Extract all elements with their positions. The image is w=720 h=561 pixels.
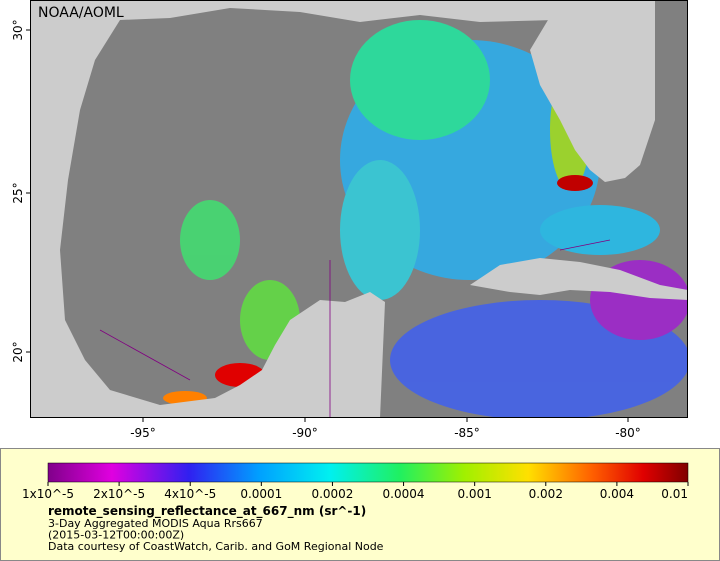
colorbar-label: 0.001 xyxy=(457,487,491,501)
map-credit: NOAA/AOML xyxy=(38,5,124,21)
colorbar-label: 0.0002 xyxy=(311,487,353,501)
axis-ticks: 30° 25° 20° -95° -90° -85° -80° xyxy=(11,19,641,440)
colorbar-label: 0.002 xyxy=(529,487,563,501)
caption-line: (2015-03-12T00:00:00Z) xyxy=(48,529,184,542)
colorbar-label: 0.0004 xyxy=(383,487,425,501)
land xyxy=(290,292,385,418)
colorbar-label: 2x10^-5 xyxy=(93,487,145,501)
caption: 3-Day Aggregated MODIS Aqua Rrs667(2015-… xyxy=(48,517,384,553)
colorbar-label: 1x10^-5 xyxy=(22,487,74,501)
colorbar-label: 0.01 xyxy=(661,487,688,501)
colorbar-label: 0.0001 xyxy=(240,487,282,501)
land xyxy=(530,0,655,182)
caption-line: Data courtesy of CoastWatch, Carib. and … xyxy=(48,540,384,553)
high-reflectance xyxy=(557,175,593,191)
lat-label: 25° xyxy=(11,182,25,203)
land xyxy=(30,0,560,418)
lon-label: -85° xyxy=(454,426,480,440)
lat-label: 30° xyxy=(11,19,25,40)
colorbar-labels: 1x10^-5 2x10^-5 4x10^-5 0.0001 0.0002 0.0004 0… xyxy=(22,482,689,501)
lon-label: -90° xyxy=(292,426,318,440)
lat-label: 20° xyxy=(11,341,25,362)
map-frame xyxy=(30,0,688,418)
land xyxy=(470,258,688,300)
caption-variable: remote_sensing_reflectance_at_667_nm (sr… xyxy=(48,504,366,519)
colorbar xyxy=(47,462,689,483)
map xyxy=(30,0,688,418)
colorbar-label: 4x10^-5 xyxy=(164,487,216,501)
colorbar-label: 0.004 xyxy=(600,487,634,501)
lon-label: -80° xyxy=(615,426,641,440)
caption-line: 3-Day Aggregated MODIS Aqua Rrs667 xyxy=(48,517,263,530)
border xyxy=(99,239,611,418)
lon-label: -95° xyxy=(130,426,156,440)
